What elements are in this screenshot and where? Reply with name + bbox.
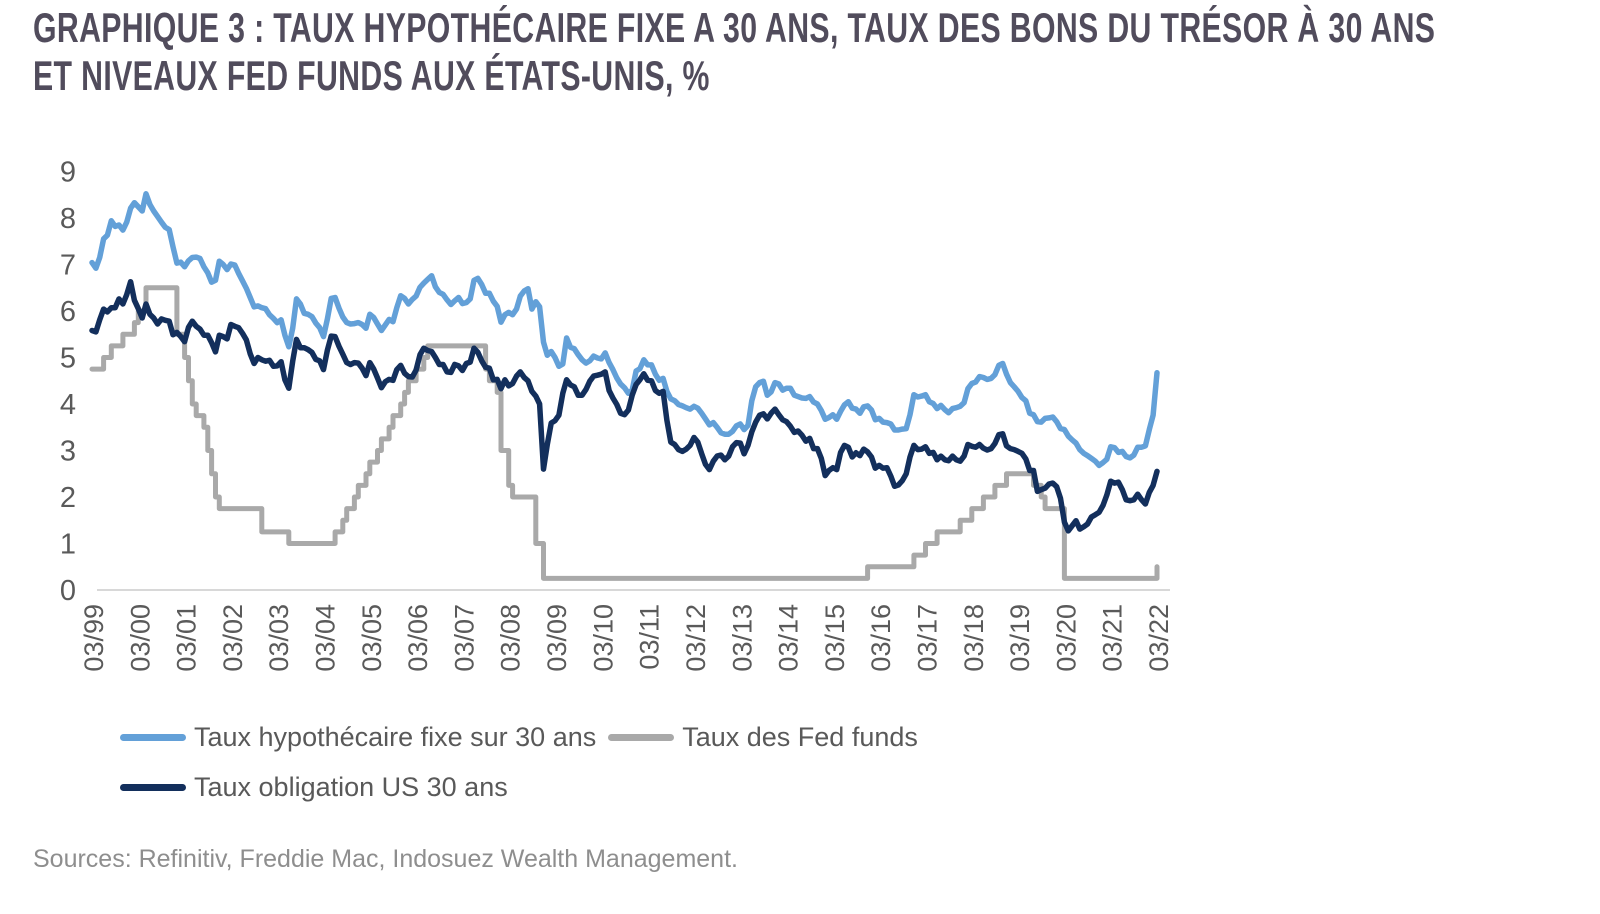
- x-tick-label: 03/99: [79, 604, 109, 672]
- fed-funds-line: [89, 285, 1160, 581]
- x-tick-label: 03/20: [1051, 604, 1081, 672]
- x-tick-label: 03/12: [681, 604, 711, 672]
- x-tick-label: 03/05: [357, 604, 387, 672]
- x-tick-label: 03/22: [1144, 604, 1174, 672]
- x-tick-label: 03/07: [449, 604, 479, 672]
- legend-row-2: Taux obligation US 30 ans: [120, 762, 930, 812]
- x-tick-label: 03/01: [172, 604, 202, 672]
- sources-note: Sources: Refinitiv, Freddie Mac, Indosue…: [33, 845, 738, 873]
- y-tick-label: 2: [60, 482, 76, 514]
- x-tick-label: 03/06: [403, 604, 433, 672]
- fed-funds-line-label: Taux des Fed funds: [682, 721, 918, 752]
- chart-title: GRAPHIQUE 3 : TAUX HYPOTHÉCAIRE FIXE A 3…: [33, 4, 1435, 100]
- x-tick-label: 03/08: [496, 604, 526, 672]
- x-tick-label: 03/09: [542, 604, 572, 672]
- y-tick-label: 3: [60, 436, 76, 468]
- mortgage-line-label: Taux hypothécaire fixe sur 30 ans: [194, 721, 597, 752]
- x-tick-label: 03/02: [218, 604, 248, 672]
- legend-item-fed-funds: Taux des Fed funds: [608, 722, 930, 753]
- treasury-30y-line: [89, 278, 1160, 534]
- chart-legend: Taux hypothécaire fixe sur 30 ans Taux d…: [120, 712, 930, 812]
- x-tick-label: 03/11: [635, 604, 665, 670]
- mortgage-line-swatch: [120, 733, 186, 741]
- y-tick-label: 1: [60, 529, 76, 561]
- x-tick-label: 03/10: [588, 604, 618, 672]
- x-tick-label: 03/16: [866, 604, 896, 672]
- x-tick-label: 03/19: [1005, 604, 1035, 672]
- x-tick-label: 03/14: [774, 604, 804, 672]
- x-tick-label: 03/21: [1098, 604, 1128, 672]
- y-tick-label: 5: [60, 343, 76, 375]
- x-tick-label: 03/15: [820, 604, 850, 672]
- y-tick-label: 6: [60, 296, 76, 328]
- fed-funds-line-swatch: [608, 733, 675, 741]
- y-tick-label: 9: [60, 157, 76, 189]
- legend-item-mortgage: Taux hypothécaire fixe sur 30 ans: [120, 722, 608, 753]
- x-tick-label: 03/00: [125, 604, 155, 672]
- chart-title-line-1: GRAPHIQUE 3 : TAUX HYPOTHÉCAIRE FIXE A 3…: [33, 4, 1436, 51]
- x-tick-label: 03/04: [311, 604, 341, 672]
- x-tick-label: 03/18: [959, 604, 989, 672]
- y-tick-label: 0: [60, 575, 76, 607]
- x-tick-label: 03/17: [912, 604, 942, 672]
- mortgage-30y-line: [89, 191, 1160, 469]
- legend-item-treasury: Taux obligation US 30 ans: [120, 772, 520, 803]
- treasury-line-label: Taux obligation US 30 ans: [194, 771, 508, 802]
- y-tick-label: 8: [60, 203, 76, 235]
- legend-row-1: Taux hypothécaire fixe sur 30 ans Taux d…: [120, 712, 930, 762]
- y-tick-label: 7: [60, 250, 76, 282]
- y-tick-label: 4: [60, 389, 76, 421]
- treasury-line-swatch: [120, 783, 186, 791]
- chart-title-line-2: ET NIVEAUX FED FUNDS AUX ÉTATS-UNIS, %: [33, 52, 710, 99]
- x-tick-label: 03/13: [727, 604, 757, 672]
- x-tick-label: 03/03: [264, 604, 294, 672]
- rates-line-chart: 0 1 2 3 4 5 6 7 8 9 03/99 03/00 03/01 03/02 03/03 03/04…: [60, 157, 1174, 672]
